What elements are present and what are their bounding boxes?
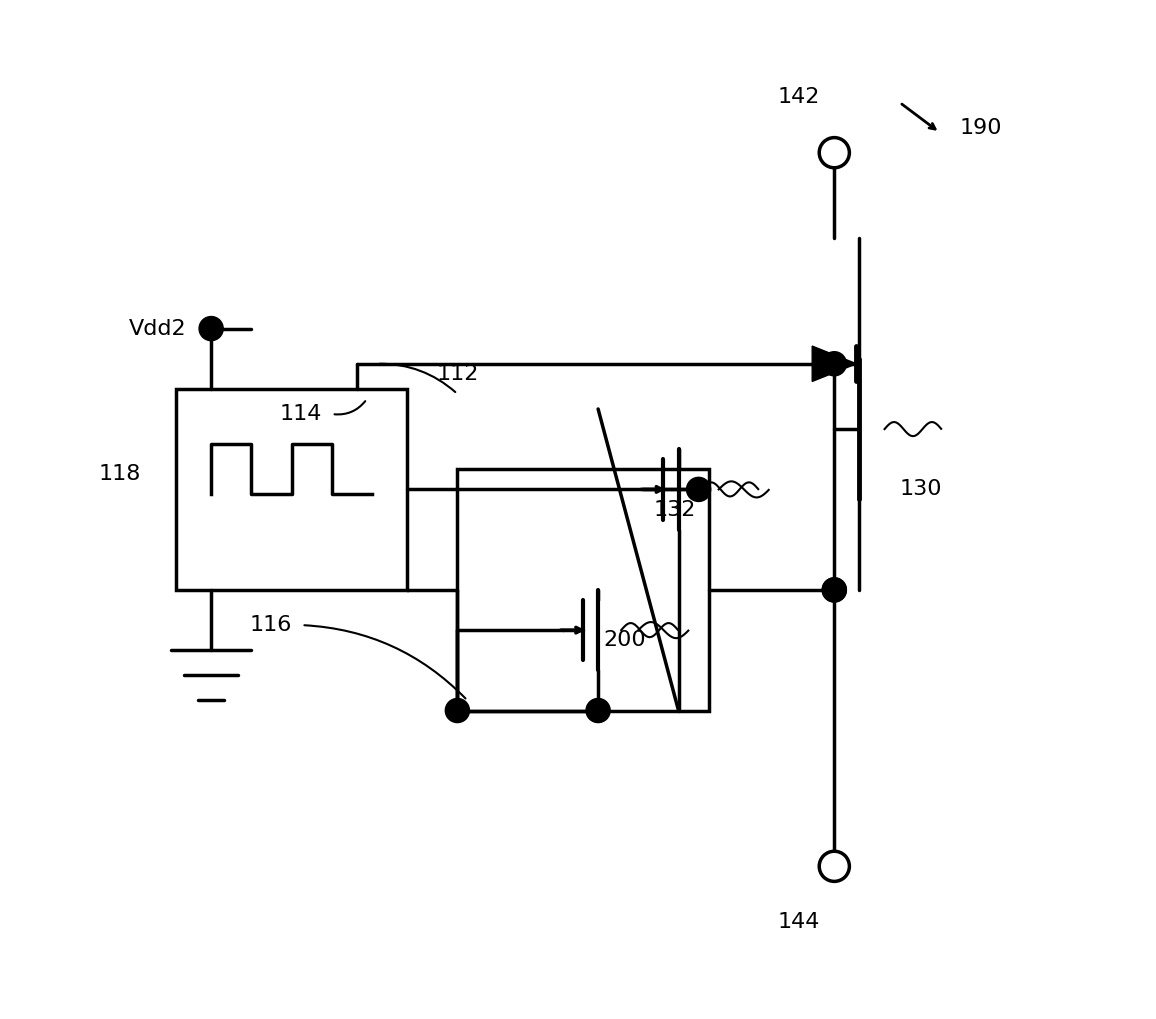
Text: 130: 130 <box>899 479 942 499</box>
Circle shape <box>822 578 846 602</box>
Text: Vdd2: Vdd2 <box>128 319 186 338</box>
Circle shape <box>445 698 469 722</box>
Text: 132: 132 <box>653 499 696 520</box>
Text: 114: 114 <box>280 404 321 424</box>
Text: 118: 118 <box>98 465 141 484</box>
Circle shape <box>820 138 850 168</box>
Circle shape <box>822 352 846 376</box>
Text: 112: 112 <box>436 364 479 384</box>
Polygon shape <box>813 346 857 381</box>
Circle shape <box>199 317 223 340</box>
Text: 190: 190 <box>959 117 1002 138</box>
Text: 144: 144 <box>778 912 821 931</box>
Circle shape <box>586 698 610 722</box>
Circle shape <box>687 477 711 501</box>
Bar <box>176 389 407 590</box>
Text: 116: 116 <box>250 615 291 635</box>
Text: 200: 200 <box>603 630 646 650</box>
Circle shape <box>822 578 846 602</box>
Text: 142: 142 <box>778 88 821 107</box>
Bar <box>458 470 709 710</box>
Circle shape <box>820 851 850 881</box>
